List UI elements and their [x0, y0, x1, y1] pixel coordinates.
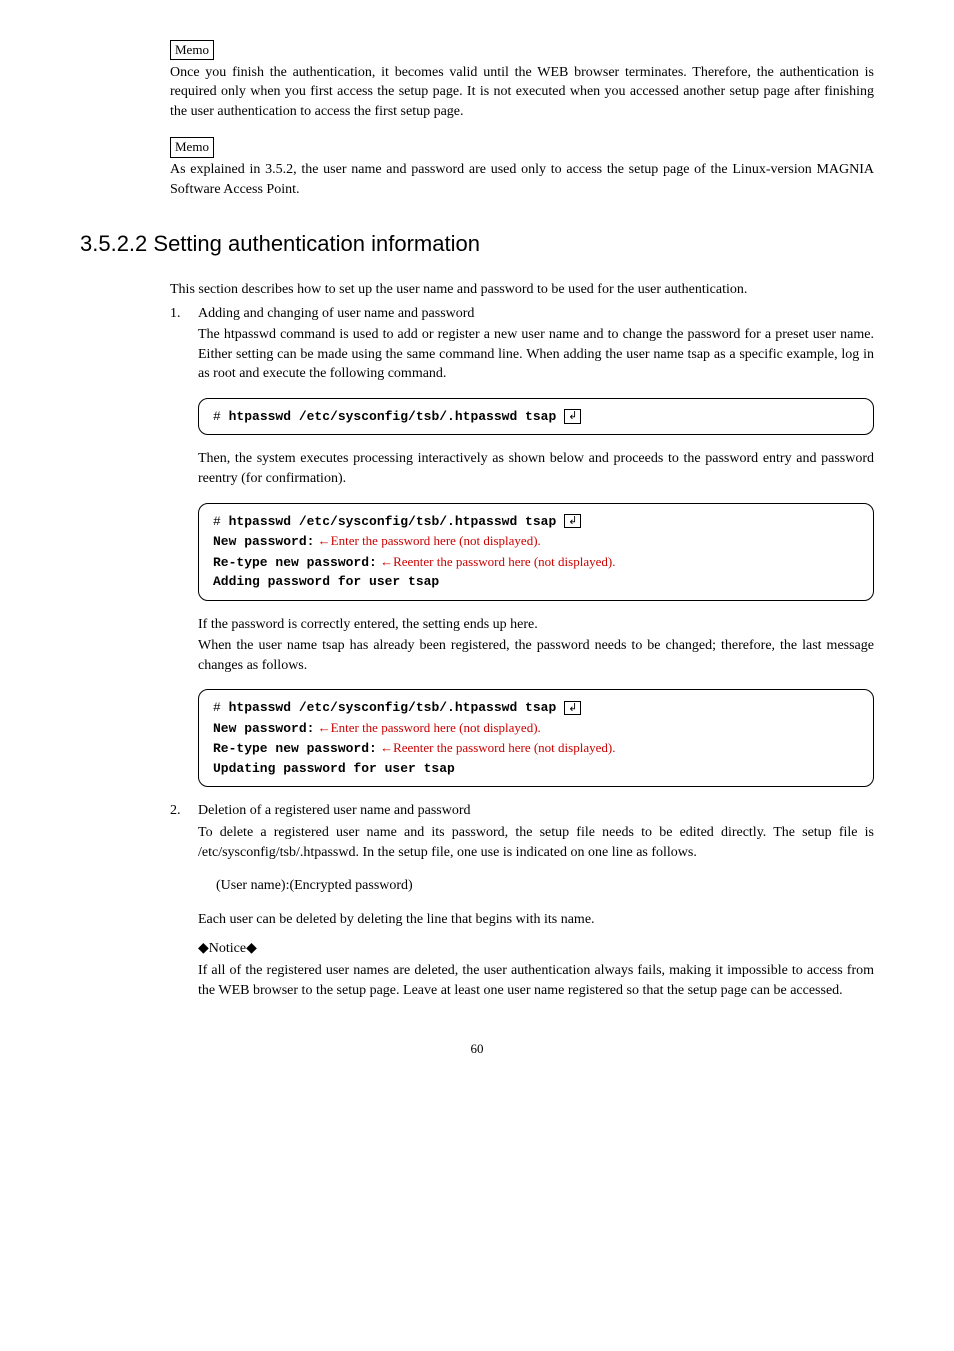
- code-2-newpass-hint: ←Enter the password here (not displayed)…: [314, 533, 540, 548]
- code-3-line-2: New password: ←Enter the password here (…: [213, 718, 859, 739]
- code-3-newpass-hint: ←Enter the password here (not displayed)…: [314, 720, 540, 735]
- notice-label: ◆Notice◆: [198, 939, 874, 959]
- code-block-2: # htpasswd /etc/sysconfig/tsb/.htpasswd …: [198, 503, 874, 601]
- list-1-number: 1.: [170, 304, 198, 324]
- user-format-line: (User name):(Encrypted password): [216, 876, 874, 896]
- list-item-2: 2. Deletion of a registered user name an…: [170, 801, 874, 821]
- paragraph-if: If the password is correctly entered, th…: [198, 615, 874, 635]
- code-3-retype-label: Re-type new password:: [213, 741, 377, 756]
- each-user-line: Each user can be deleted by deleting the…: [198, 910, 874, 930]
- memo-2-label: Memo: [170, 137, 214, 157]
- code-block-1: # htpasswd /etc/sysconfig/tsb/.htpasswd …: [198, 398, 874, 436]
- code-1-prefix: #: [213, 409, 229, 424]
- memo-1-label: Memo: [170, 40, 214, 60]
- enter-key-icon: ↲: [564, 701, 581, 715]
- paragraph-when: When the user name tsap has already been…: [198, 636, 874, 675]
- code-3-line-3: Re-type new password: ←Reenter the passw…: [213, 738, 859, 759]
- code-2-line-4: Adding password for user tsap: [213, 572, 859, 592]
- code-2-cmd: htpasswd /etc/sysconfig/tsb/.htpasswd ts…: [229, 514, 557, 529]
- code-block-3: # htpasswd /etc/sysconfig/tsb/.htpasswd …: [198, 689, 874, 787]
- code-3-line-1: # htpasswd /etc/sysconfig/tsb/.htpasswd …: [213, 698, 859, 718]
- code-3-prefix: #: [213, 700, 229, 715]
- code-2-retype-label: Re-type new password:: [213, 555, 377, 570]
- code-1-command: htpasswd /etc/sysconfig/tsb/.htpasswd ts…: [229, 409, 564, 424]
- list-1-paragraph: The htpasswd command is used to add or r…: [198, 325, 874, 384]
- memo-1: Memo Once you finish the authentication,…: [170, 40, 874, 121]
- enter-key-icon: ↲: [564, 514, 581, 528]
- list-1-title: Adding and changing of user name and pas…: [198, 304, 874, 324]
- code-3-newpass-label: New password:: [213, 721, 314, 736]
- list-2-number: 2.: [170, 801, 198, 821]
- code-2-prefix: #: [213, 514, 229, 529]
- memo-2: Memo As explained in 3.5.2, the user nam…: [170, 137, 874, 199]
- code-3-retype-hint: ←Reenter the password here (not displaye…: [377, 740, 616, 755]
- intro-text: This section describes how to set up the…: [170, 280, 874, 300]
- paragraph-then: Then, the system executes processing int…: [198, 449, 874, 488]
- list-item-1: 1. Adding and changing of user name and …: [170, 304, 874, 324]
- code-3-cmd: htpasswd /etc/sysconfig/tsb/.htpasswd ts…: [229, 700, 557, 715]
- memo-2-text: As explained in 3.5.2, the user name and…: [170, 160, 874, 199]
- enter-key-icon: ↲: [564, 409, 581, 423]
- code-2-line-1: # htpasswd /etc/sysconfig/tsb/.htpasswd …: [213, 512, 859, 532]
- list-2-paragraph: To delete a registered user name and its…: [198, 823, 874, 862]
- code-2-line-3: Re-type new password: ←Reenter the passw…: [213, 552, 859, 573]
- code-2-retype-hint: ←Reenter the password here (not displaye…: [377, 554, 616, 569]
- code-2-line-2: New password: ←Enter the password here (…: [213, 531, 859, 552]
- list-2-title: Deletion of a registered user name and p…: [198, 801, 874, 821]
- memo-1-text: Once you finish the authentication, it b…: [170, 63, 874, 122]
- code-2-newpass-label: New password:: [213, 534, 314, 549]
- notice-text: If all of the registered user names are …: [198, 961, 874, 1000]
- code-3-line-4: Updating password for user tsap: [213, 759, 859, 779]
- page-number: 60: [80, 1040, 874, 1058]
- section-heading: 3.5.2.2 Setting authentication informati…: [80, 229, 874, 260]
